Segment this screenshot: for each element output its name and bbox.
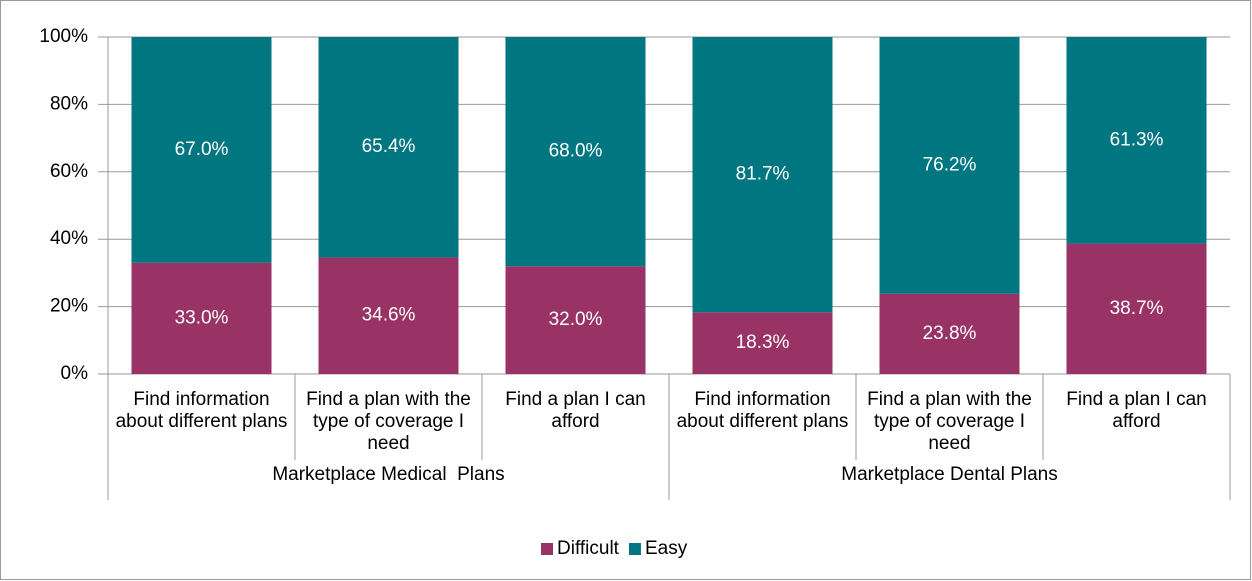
bar-segment xyxy=(131,262,272,374)
bar-segment xyxy=(879,37,1020,294)
y-tick-label: 60% xyxy=(50,161,88,182)
bar-segment xyxy=(505,266,646,374)
y-tick-label: 40% xyxy=(50,228,88,249)
bar-segment xyxy=(318,37,459,258)
data-label: 33.0% xyxy=(175,307,229,328)
data-label: 67.0% xyxy=(175,139,229,160)
bar-segment xyxy=(505,37,646,267)
bar-segment xyxy=(692,37,833,313)
bar-segment xyxy=(692,312,833,374)
x-tick-label: Find a plan with the type of coverage I … xyxy=(867,389,1032,454)
x-tick-label: Find information about different plans xyxy=(115,389,288,432)
x-tick-label: Find a plan with the type of coverage I … xyxy=(306,389,471,454)
data-label: 23.8% xyxy=(923,323,977,344)
data-label: 34.6% xyxy=(362,305,416,326)
x-tick-label: Find a plan I can afford xyxy=(505,389,646,432)
data-label: 81.7% xyxy=(736,164,790,185)
x-tick-label: Find a plan I can afford xyxy=(1066,389,1207,432)
bar-segment xyxy=(131,37,272,263)
y-tick-label: 80% xyxy=(50,93,88,114)
data-label: 18.3% xyxy=(736,332,790,353)
y-tick-label: 100% xyxy=(39,26,88,47)
data-label: 76.2% xyxy=(923,154,977,175)
legend-swatch xyxy=(541,543,553,555)
data-label: 38.7% xyxy=(1110,298,1164,319)
legend-label: Difficult xyxy=(557,538,620,559)
legend-label: Easy xyxy=(645,538,688,559)
data-label: 32.0% xyxy=(549,309,603,330)
x-tick-label: Find information about different plans xyxy=(676,389,849,432)
data-label: 61.3% xyxy=(1110,129,1164,150)
y-tick-label: 20% xyxy=(50,296,88,317)
bar-segment xyxy=(1066,37,1207,244)
data-label: 68.0% xyxy=(549,141,603,162)
y-tick-label: 0% xyxy=(61,363,89,384)
group-label: Marketplace Dental Plans xyxy=(841,464,1058,485)
bar-segment xyxy=(879,293,1020,374)
bar-segment xyxy=(318,257,459,374)
data-label: 65.4% xyxy=(362,136,416,157)
group-label: Marketplace Medical Plans xyxy=(272,464,504,485)
bar-segment xyxy=(1066,243,1207,374)
legend-swatch xyxy=(628,543,641,555)
